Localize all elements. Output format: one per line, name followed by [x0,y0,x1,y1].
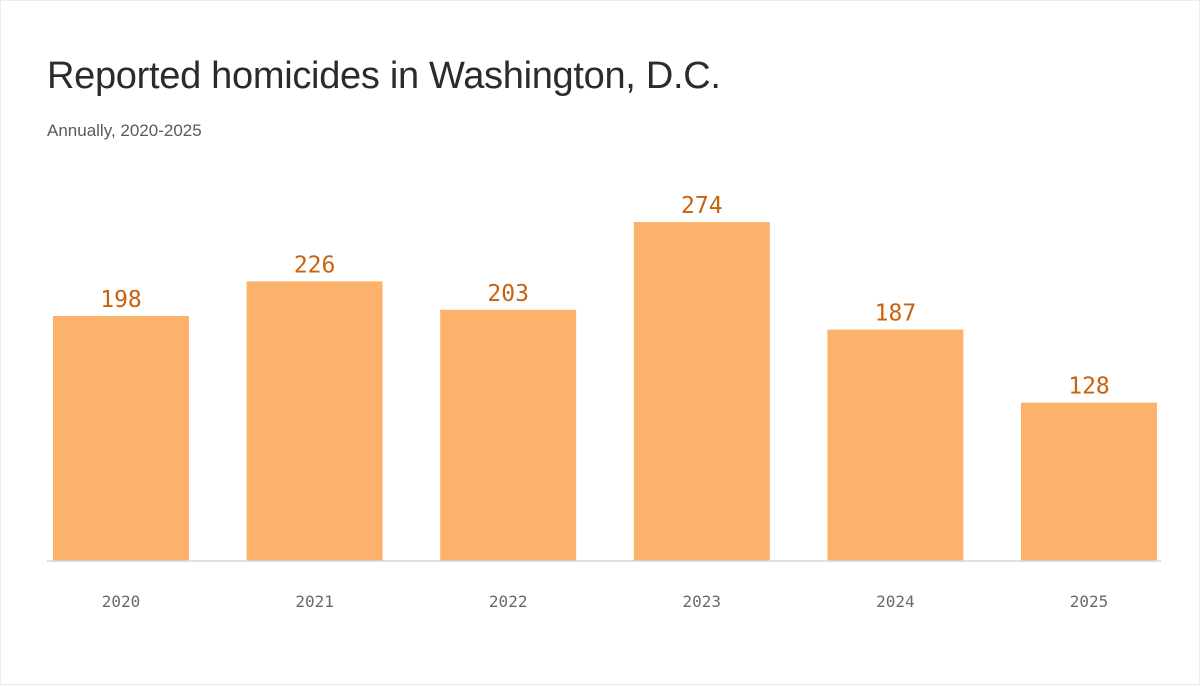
bar-2020 [53,316,189,561]
bar-value-label-2022: 203 [487,281,529,307]
x-tick-label-2025: 2025 [1070,592,1109,611]
bar-2025 [1021,402,1157,561]
x-tick-label-2022: 2022 [489,592,528,611]
bar-value-label-2024: 187 [875,301,917,327]
bar-value-label-2021: 226 [294,252,336,278]
bar-2024 [827,329,964,561]
x-axis-ticks: 2020 2021 2022 2023 2024 2025 [102,592,1109,611]
x-tick-label-2024: 2024 [876,592,915,611]
x-tick-label-2020: 2020 [102,592,141,611]
x-tick-label-2023: 2023 [683,592,722,611]
bar-value-label-2020: 198 [100,287,142,313]
bar-2021 [246,281,383,561]
bar-2023 [633,222,770,561]
bar-2022 [440,309,577,561]
chart-title: Reported homicides in Washington, D.C. [47,55,721,97]
chart-subtitle: Annually, 2020-2025 [47,121,202,140]
bars-group: 198 226 203 274 187 128 [53,193,1157,561]
x-tick-label-2021: 2021 [295,592,334,611]
bar-value-label-2023: 274 [681,193,723,219]
bar-value-label-2025: 128 [1068,374,1110,400]
